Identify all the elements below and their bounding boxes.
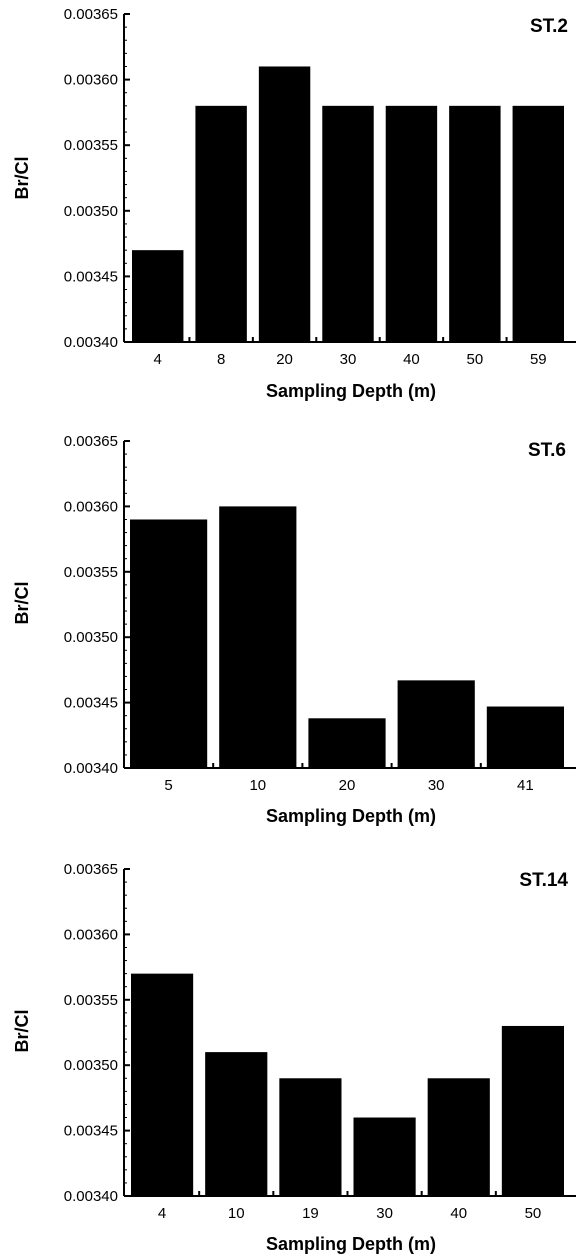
bar-10	[205, 1052, 268, 1196]
bar-group	[130, 506, 564, 768]
x-tick-label: 40	[403, 351, 420, 368]
y-tick-label: 0.00345	[64, 695, 118, 712]
y-tick-label: 0.00355	[64, 137, 118, 154]
x-tick-label: 30	[376, 1205, 393, 1222]
bar-10	[219, 506, 297, 768]
x-tick-label: 59	[530, 351, 547, 368]
x-tick-label: 50	[525, 1205, 542, 1222]
y-tick-label: 0.00355	[64, 564, 118, 581]
x-tick-group: 4 10 19 30 40 50	[158, 1191, 541, 1222]
x-tick-label: 20	[276, 351, 293, 368]
x-tick-group: 5 10 20 30 41	[164, 763, 534, 794]
bar-40	[385, 105, 438, 342]
y-tick-label: 0.00340	[64, 334, 118, 351]
bar-50	[501, 1025, 564, 1196]
y-tick-label: 0.00350	[64, 629, 118, 646]
bar-50	[449, 105, 501, 342]
bar-30	[353, 1117, 416, 1196]
bar-group	[131, 973, 564, 1196]
x-axis-label: Sampling Depth (m)	[266, 806, 436, 826]
x-tick-label: 41	[517, 777, 534, 794]
bar-20	[258, 66, 311, 342]
panel-title: ST.6	[528, 440, 566, 461]
panel-title: ST.14	[519, 870, 568, 891]
bar-4	[132, 250, 184, 342]
bar-30	[397, 680, 475, 768]
y-tick-label: 0.00365	[64, 433, 118, 450]
chart-panel-st6: ST.6 Br/Cl Sampling Depth (m) 0.003400.0…	[12, 433, 576, 826]
y-tick-label: 0.00345	[64, 1123, 118, 1140]
chart-panel-st2: ST.2 Br/Cl Sampling Depth (m) 0.003400.0…	[12, 6, 576, 401]
bar-30	[322, 105, 374, 342]
bar-41	[486, 706, 564, 768]
y-axis-label: Br/Cl	[12, 1009, 32, 1052]
x-tick-label: 5	[164, 777, 172, 794]
bar-59	[512, 105, 564, 342]
panel-title: ST.2	[530, 16, 568, 37]
y-tick-label: 0.00365	[64, 861, 118, 878]
y-tick-label: 0.00350	[64, 203, 118, 220]
y-tick-label: 0.00360	[64, 926, 118, 943]
x-tick-label: 30	[340, 351, 357, 368]
x-axis-label: Sampling Depth (m)	[266, 381, 436, 401]
bar-4	[131, 973, 194, 1196]
x-tick-label: 8	[217, 351, 225, 368]
bar-8	[195, 105, 247, 342]
x-tick-group: 4 8 20 30 40 50 59	[154, 337, 547, 368]
x-tick-label: 4	[154, 351, 162, 368]
x-tick-label: 4	[158, 1205, 166, 1222]
y-tick-label: 0.00340	[64, 760, 118, 777]
y-tick-label: 0.00355	[64, 992, 118, 1009]
x-tick-label: 30	[428, 777, 445, 794]
y-tick-label: 0.00365	[64, 6, 118, 23]
y-tick-label: 0.00345	[64, 268, 118, 285]
x-tick-label: 19	[302, 1205, 319, 1222]
x-tick-label: 40	[450, 1205, 467, 1222]
y-tick-label: 0.00350	[64, 1057, 118, 1074]
y-tick-group: 0.00340 0.00345 0.00350 0.00355 0.00360 0.003…	[64, 6, 130, 351]
y-tick-group: 0.00340 0.00345 0.00350 0.00355 0.00360 0.003…	[64, 861, 130, 1205]
x-tick-label: 10	[249, 777, 266, 794]
y-tick-label: 0.00360	[64, 498, 118, 515]
y-axis-label: Br/Cl	[12, 581, 32, 624]
bar-20	[308, 718, 386, 768]
bar-5	[130, 519, 208, 768]
x-tick-label: 10	[228, 1205, 245, 1222]
y-tick-label: 0.00360	[64, 72, 118, 89]
bar-40	[427, 1078, 490, 1196]
x-axis-label: Sampling Depth (m)	[266, 1234, 436, 1254]
bar-group	[132, 66, 564, 342]
y-tick-label: 0.00340	[64, 1188, 118, 1205]
y-axis-label: Br/Cl	[12, 156, 32, 199]
x-tick-label: 50	[467, 351, 484, 368]
chart-panel-st14: ST.14 Br/Cl Sampling Depth (m) 0.003400.…	[12, 861, 576, 1254]
y-tick-group: 0.00340 0.00345 0.00350 0.00355 0.00360 0.003…	[64, 433, 130, 777]
x-tick-label: 20	[339, 777, 356, 794]
bar-19	[279, 1078, 342, 1196]
